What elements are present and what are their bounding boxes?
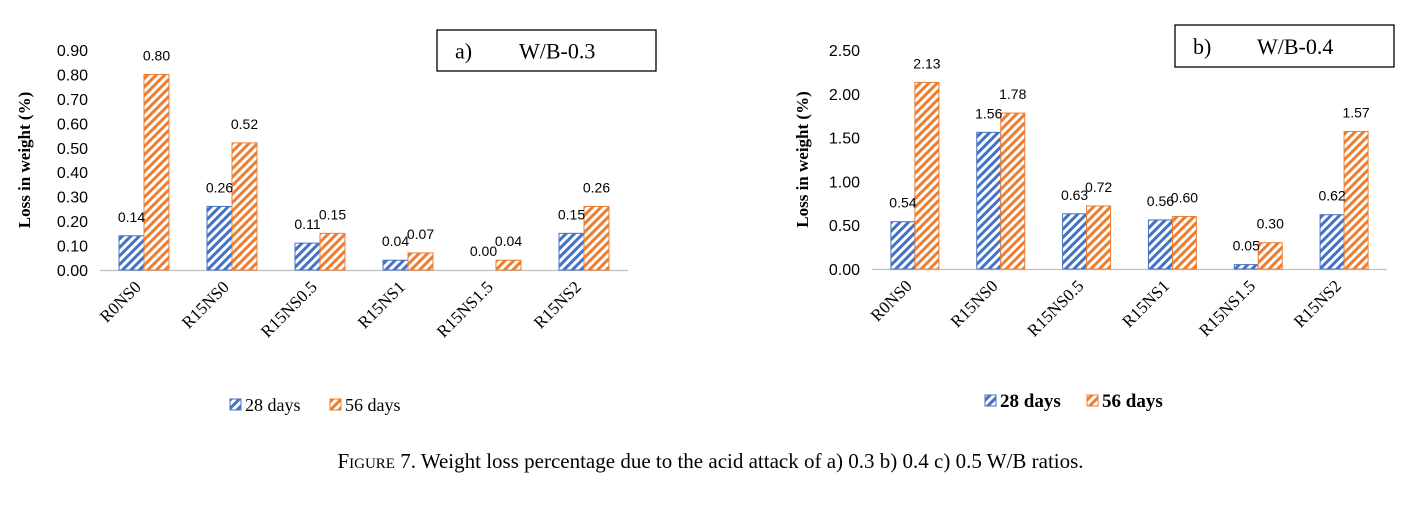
data-label-56-days: 0.07 (407, 226, 434, 242)
category-label: R0NS0 (96, 277, 145, 326)
bar-28-days (382, 259, 409, 271)
y-tick-label: 0.50 (829, 218, 860, 235)
data-label-28-days: 1.56 (975, 105, 1002, 121)
legend-swatch-56-days (1086, 394, 1099, 407)
y-tick-label: 1.00 (829, 174, 860, 191)
data-label-28-days: 0.15 (558, 206, 585, 222)
data-label-56-days: 0.26 (583, 179, 610, 195)
category-label: R15NS0 (178, 277, 233, 332)
legend-label-56-days: 56 days (345, 395, 401, 415)
bar-56-days (319, 232, 346, 271)
data-label-56-days: 0.30 (1257, 216, 1284, 232)
data-label-56-days: 1.57 (1342, 104, 1369, 120)
legend: 28 days 56 days (229, 395, 401, 415)
category-label: R15NS1 (354, 277, 409, 332)
y-tick-label: 0.20 (57, 214, 88, 231)
panel-title: W/B-0.4 (1257, 34, 1333, 59)
category-label: R15NS1 (1118, 276, 1173, 331)
y-tick-label: 0.80 (57, 67, 88, 84)
legend-swatch-28-days (229, 398, 242, 411)
legend-swatch-28-days (984, 394, 997, 407)
y-tick-label: 0.00 (829, 262, 860, 279)
bar-56-days (914, 81, 940, 270)
y-tick-label: 0.90 (57, 43, 88, 60)
category-label: R15NS0.5 (1024, 276, 1088, 340)
bar-56-days (1086, 205, 1112, 270)
bar-28-days (558, 232, 585, 271)
data-label-56-days: 0.04 (495, 233, 522, 249)
data-label-56-days: 2.13 (913, 55, 940, 71)
bar-56-days (231, 142, 258, 271)
bar-28-days (1062, 213, 1088, 270)
bar-28-days (1233, 264, 1259, 270)
data-label-56-days: 0.52 (231, 116, 258, 132)
data-label-28-days: 0.26 (206, 179, 233, 195)
category-label: R0NS0 (867, 276, 916, 325)
y-axis-title: Loss in weight (%) (793, 91, 812, 227)
bar-56-days (495, 259, 522, 271)
data-label-56-days: 0.60 (1171, 189, 1198, 205)
chart-a: 0.00 0.10 0.20 0.30 0.40 0.50 0.60 0.70 0.80 0.90… (15, 29, 657, 415)
category-label: R15NS1.5 (1195, 276, 1259, 340)
bar-56-days (143, 73, 170, 271)
category-label: R15NS0 (947, 276, 1002, 331)
data-label-28-days: 0.00 (470, 243, 497, 259)
y-axis-title: Loss in weight (%) (15, 92, 34, 228)
data-label-28-days: 0.11 (294, 216, 320, 232)
category-label: R15NS2 (1290, 276, 1345, 331)
panel-label: b) (1193, 34, 1211, 59)
panel-title: W/B-0.3 (519, 39, 595, 64)
bar-56-days (407, 252, 434, 271)
bar-28-days (118, 235, 145, 271)
data-label-28-days: 0.04 (382, 233, 409, 249)
panel-title-box (1174, 24, 1395, 68)
category-label: R15NS0.5 (257, 277, 321, 341)
panel-label: a) (455, 39, 472, 64)
data-label-28-days: 0.63 (1061, 187, 1088, 203)
y-tick-label: 0.40 (57, 165, 88, 182)
bar-28-days (976, 131, 1002, 270)
bar-28-days (1319, 214, 1345, 270)
data-label-56-days: 0.72 (1085, 179, 1112, 195)
bar-28-days (206, 205, 233, 271)
bar-28-days (294, 242, 321, 271)
legend-swatch-56-days (329, 398, 342, 411)
y-tick-label: 0.70 (57, 92, 88, 109)
y-tick-label: 0.00 (57, 263, 88, 280)
bar-28-days (1147, 219, 1173, 270)
y-tick-label: 2.00 (829, 87, 860, 104)
bar-56-days (1343, 130, 1369, 270)
chart-b: 0.00 0.50 1.00 1.50 2.00 2.50 Loss in weight (… (793, 24, 1395, 412)
caption-text: Weight loss percentage due to the acid a… (420, 449, 1084, 473)
y-tick-label: 0.50 (57, 141, 88, 158)
category-label: R15NS2 (530, 277, 585, 332)
data-label-28-days: 0.54 (889, 195, 916, 211)
bar-56-days (1257, 242, 1283, 270)
data-label-56-days: 0.80 (143, 47, 170, 63)
category-label: R15NS1.5 (433, 277, 497, 341)
data-label-28-days: 0.14 (118, 209, 145, 225)
legend: 28 days 56 days (984, 391, 1163, 412)
caption-label: Figure 7. (337, 449, 416, 473)
bar-56-days (583, 205, 610, 271)
bar-28-days (890, 221, 916, 270)
y-tick-label: 0.60 (57, 116, 88, 133)
bar-56-days (1171, 215, 1197, 270)
y-tick-label: 0.30 (57, 190, 88, 207)
data-label-56-days: 0.15 (319, 206, 346, 222)
data-label-28-days: 0.62 (1318, 188, 1345, 204)
legend-label-28-days: 28 days (1000, 391, 1061, 412)
panel-title-box (436, 29, 657, 72)
data-label-28-days: 0.56 (1147, 193, 1174, 209)
data-label-28-days: 0.05 (1233, 238, 1260, 254)
y-tick-label: 0.10 (57, 239, 88, 256)
y-tick-label: 1.50 (829, 131, 860, 148)
y-tick-label: 2.50 (829, 43, 860, 60)
data-label-56-days: 1.78 (999, 86, 1026, 102)
figure-caption: Figure 7. Weight loss percentage due to … (0, 449, 1421, 474)
bar-56-days (1000, 112, 1026, 270)
legend-label-56-days: 56 days (1102, 391, 1163, 412)
legend-label-28-days: 28 days (245, 395, 301, 415)
